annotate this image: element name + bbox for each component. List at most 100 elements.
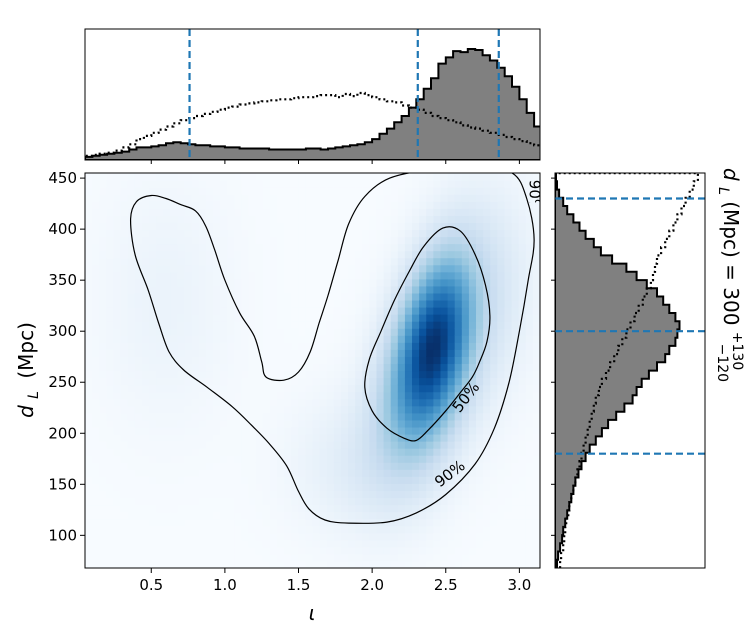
heatmap-cell [262,180,271,188]
heatmap-cell [433,194,442,202]
heatmap-cell [156,236,164,245]
heatmap-cell [241,532,250,541]
heatmap-cell [390,229,399,238]
heatmap-cell [177,271,186,280]
heatmap-cell [376,405,385,414]
heatmap-cell [184,391,193,400]
heatmap-cell [248,271,257,280]
heatmap-cell [532,215,540,223]
heatmap-cell [248,250,257,259]
heatmap-cell [269,342,278,350]
heatmap-cell [205,448,214,456]
heatmap-cell [454,342,463,350]
heatmap-cell [220,349,228,357]
heatmap-cell [106,553,115,562]
heatmap-cell [184,222,193,231]
heatmap-cell [383,448,392,456]
heatmap-cell [447,525,456,534]
heatmap-cell [440,328,449,336]
heatmap-cell [85,441,93,449]
heatmap-cell [376,419,385,428]
heatmap-cell [262,208,271,216]
heatmap-cell [476,328,484,336]
heatmap-cell [134,187,143,195]
heatmap-cell [305,518,314,527]
heatmap-cell [284,384,292,393]
heatmap-cell [383,250,392,259]
heatmap-cell [326,405,335,414]
heatmap-cell [120,342,129,350]
heatmap-cell [376,342,385,350]
heatmap-cell [376,469,385,477]
heatmap-cell [127,342,136,350]
heatmap-cell [205,370,214,379]
heatmap-cell [362,349,370,357]
heatmap-cell [148,335,157,343]
heatmap-cell [355,328,363,336]
heatmap-cell [319,314,328,322]
heatmap-cell [85,335,93,343]
heatmap-cell [397,433,406,442]
heatmap-cell [440,504,449,513]
heatmap-cell [269,243,278,252]
heatmap-cell [212,187,221,195]
heatmap-cell [390,419,399,428]
heatmap-cell [220,518,228,527]
heatmap-cell [106,194,115,202]
heatmap-cell [326,398,335,407]
heatmap-cell [148,398,157,407]
heatmap-cell [92,335,100,343]
heatmap-cell [447,419,456,428]
heatmap-cell [454,173,463,181]
heatmap-cell [99,356,107,365]
heatmap-cell [390,462,399,470]
heatmap-cell [276,419,285,428]
heatmap-cell [198,532,207,541]
heatmap-cell [298,412,306,421]
heatmap-cell [106,173,115,181]
heatmap-cell [305,476,314,484]
heatmap-cell [134,278,143,287]
heatmap-cell [234,433,243,442]
heatmap-cell [326,264,335,273]
heatmap-cell [269,363,278,372]
heatmap-cell [220,476,228,484]
heatmap-cell [433,469,442,477]
heatmap-cell [163,363,171,372]
heatmap-cell [468,525,477,534]
heatmap-cell [241,377,250,386]
heatmap-cell [383,208,392,216]
heatmap-cell [461,476,470,484]
heatmap-cell [518,518,527,527]
heatmap-cell [525,405,534,414]
heatmap-cell [355,349,363,357]
heatmap-cell [205,271,214,280]
heatmap-cell [440,215,449,223]
heatmap-cell [134,518,143,527]
heatmap-cell [198,349,207,357]
heatmap-cell [376,173,385,181]
heatmap-cell [234,462,243,470]
heatmap-cell [340,250,349,259]
heatmap-cell [504,257,513,266]
heatmap-cell [212,299,221,308]
heatmap-cell [191,483,200,492]
heatmap-cell [205,539,214,548]
heatmap-cell [284,342,292,350]
heatmap-cell [404,469,413,477]
heatmap-cell [284,448,292,456]
heatmap-cell [518,180,527,188]
heatmap-cell [248,236,257,245]
heatmap-cell [298,314,306,322]
heatmap-cell [426,299,434,308]
heatmap-cell [212,441,221,449]
heatmap-cell [92,476,100,484]
heatmap-cell [255,229,264,238]
heatmap-cell [248,497,257,506]
heatmap-cell [525,285,534,294]
heatmap-cell [312,187,321,195]
heatmap-cell [447,342,456,350]
heatmap-cell [198,201,207,209]
heatmap-cell [106,469,115,477]
heatmap-cell [284,504,292,513]
